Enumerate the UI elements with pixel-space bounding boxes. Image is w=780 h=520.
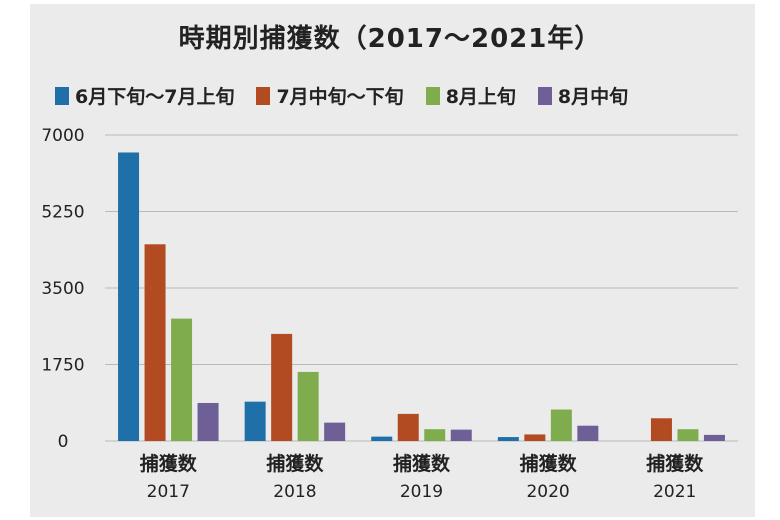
x-category-label-2020: 捕獲数 (520, 452, 578, 475)
legend-item-series-2: 7月中旬～下旬 (256, 82, 404, 109)
bar-2019-series-4 (450, 429, 472, 441)
bar-2020-series-1 (497, 437, 519, 441)
legend-label-series-3: 8月上旬 (445, 86, 516, 108)
legend-item-series-3: 8月上旬 (425, 82, 516, 109)
x-category-label-2017: 捕獲数 (140, 452, 198, 475)
bar-2021-series-3 (677, 429, 699, 441)
legend-label-series-2: 7月中旬～下旬 (276, 86, 404, 108)
bar-2019-series-2 (397, 413, 419, 441)
bar-2020-series-4 (577, 425, 599, 441)
legend-swatch-series-4 (537, 86, 552, 105)
bar-2020-series-2 (524, 434, 546, 441)
legend-swatch-series-3 (425, 86, 440, 105)
bar-2018-series-4 (324, 422, 346, 441)
x-category-label-2021: 捕獲数 (646, 452, 704, 475)
bar-2018-series-2 (271, 333, 293, 441)
bar-2017-series-4 (197, 402, 219, 441)
bar-2017-series-3 (171, 318, 193, 441)
legend-swatch-series-2 (256, 86, 271, 105)
legend-swatch-series-1 (55, 86, 69, 105)
x-category-label-2018: 捕獲数 (266, 452, 324, 475)
bar-2017-series-2 (144, 244, 166, 441)
x-category-year-2018: 2018 (273, 482, 316, 502)
y-tick-label-2: 3500 (41, 279, 84, 299)
x-category-year-2017: 2017 (147, 482, 190, 502)
legend-label-series-4: 8月中旬 (557, 86, 629, 108)
x-category-year-2019: 2019 (400, 482, 443, 502)
bar-2021-series-4 (703, 434, 725, 441)
y-tick-label-4: 7000 (41, 126, 84, 146)
x-category-label-2019: 捕獲数 (393, 452, 451, 475)
legend-label-series-1: 6月下旬～7月上旬 (75, 86, 235, 108)
bar-2019-series-1 (371, 436, 393, 441)
bar-2017-series-1 (118, 152, 140, 441)
chart-title: 時期別捕獲数（2017～2021年） (178, 24, 602, 54)
y-tick-label-1: 1750 (41, 356, 84, 376)
legend-item-series-4: 8月中旬 (537, 82, 629, 109)
y-tick-label-3: 5250 (41, 203, 84, 223)
legend-item-series-1: 6月下旬～7月上旬 (55, 82, 234, 109)
x-category-year-2020: 2020 (526, 482, 569, 502)
y-tick-label-0: 0 (58, 432, 69, 452)
bar-2018-series-1 (244, 401, 266, 441)
bar-2020-series-3 (550, 409, 572, 441)
bar-2019-series-3 (424, 429, 446, 441)
chart-legend: 6月下旬～7月上旬 7月中旬～下旬 8月上旬 8月中旬 (55, 82, 650, 109)
x-category-year-2021: 2021 (653, 482, 696, 502)
bar-2018-series-3 (297, 371, 319, 441)
bar-2021-series-2 (650, 418, 672, 441)
